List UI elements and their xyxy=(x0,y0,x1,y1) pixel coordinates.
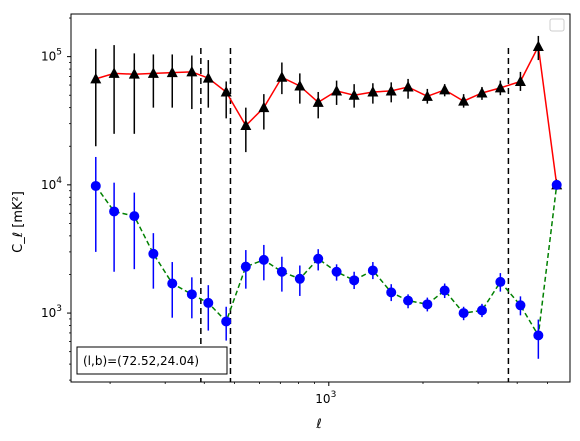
data-point xyxy=(402,80,414,92)
y-tick-exponent: 3 xyxy=(56,304,62,314)
data-point xyxy=(476,305,487,316)
data-point xyxy=(495,276,506,287)
data-point xyxy=(439,83,451,95)
data-point xyxy=(312,96,324,107)
data-point xyxy=(202,72,214,83)
data-point xyxy=(458,308,469,319)
y-tick-label: 103 xyxy=(41,304,62,320)
data-point xyxy=(349,275,360,286)
data-point xyxy=(258,101,270,113)
data-point xyxy=(294,80,306,91)
data-point xyxy=(258,254,269,265)
series-1 xyxy=(90,35,563,190)
data-point xyxy=(129,211,140,222)
data-point xyxy=(203,297,214,308)
y-tick-label: 105 xyxy=(41,48,62,64)
data-point xyxy=(494,81,506,93)
data-point xyxy=(240,119,252,131)
data-point xyxy=(240,261,251,272)
series-2 xyxy=(90,156,562,359)
data-point xyxy=(90,72,102,84)
annotation-box: (l,b)=(72.52,24.04) xyxy=(76,346,228,375)
data-point xyxy=(276,266,287,277)
data-point xyxy=(313,253,324,264)
y-tick-base: 10 xyxy=(41,178,56,192)
y-axis-label: C_ℓ [mK²] xyxy=(11,191,26,253)
data-point xyxy=(515,300,526,311)
data-point xyxy=(422,299,433,310)
y-tick-base: 10 xyxy=(41,50,56,64)
vertical-lines xyxy=(200,48,510,382)
series-line xyxy=(95,184,558,338)
data-point xyxy=(514,75,526,86)
data-point xyxy=(385,84,397,96)
y-tick-exponent: 5 xyxy=(56,48,62,58)
data-point xyxy=(403,295,414,306)
data-point xyxy=(166,66,178,78)
x-tick-label: 103 xyxy=(315,390,336,406)
data-point xyxy=(439,285,450,296)
data-point xyxy=(533,330,544,341)
data-point xyxy=(331,84,343,96)
data-point xyxy=(220,85,232,97)
series-line xyxy=(95,44,558,185)
annotation-text: (l,b)=(72.52,24.04) xyxy=(83,354,199,368)
legend-box xyxy=(549,18,565,32)
y-tick-base: 10 xyxy=(41,306,56,320)
data-point xyxy=(294,273,305,284)
data-point xyxy=(186,289,197,300)
data-point xyxy=(90,180,101,191)
data-point xyxy=(109,206,120,217)
data-point xyxy=(147,67,159,78)
data-point xyxy=(186,65,198,77)
x-tick-exponent: 3 xyxy=(331,390,337,400)
data-point xyxy=(386,287,397,298)
data-point xyxy=(167,278,178,289)
data-point xyxy=(221,316,232,327)
data-point xyxy=(128,68,140,79)
data-point xyxy=(551,179,562,190)
data-point xyxy=(421,90,433,101)
data-point xyxy=(276,71,288,82)
data-point xyxy=(532,40,544,51)
data-point xyxy=(367,265,378,276)
y-tick-exponent: 4 xyxy=(56,176,62,186)
series-layer xyxy=(90,35,563,359)
data-point xyxy=(348,89,360,100)
data-point xyxy=(367,85,379,97)
x-tick-base: 10 xyxy=(315,392,330,406)
y-tick-label: 104 xyxy=(41,176,62,192)
x-axis-label: ℓ xyxy=(315,417,321,432)
data-point xyxy=(476,87,488,98)
data-point xyxy=(458,95,470,106)
data-point xyxy=(108,67,120,78)
data-point xyxy=(331,266,342,277)
data-point xyxy=(148,248,159,259)
plot-frame xyxy=(70,13,571,383)
